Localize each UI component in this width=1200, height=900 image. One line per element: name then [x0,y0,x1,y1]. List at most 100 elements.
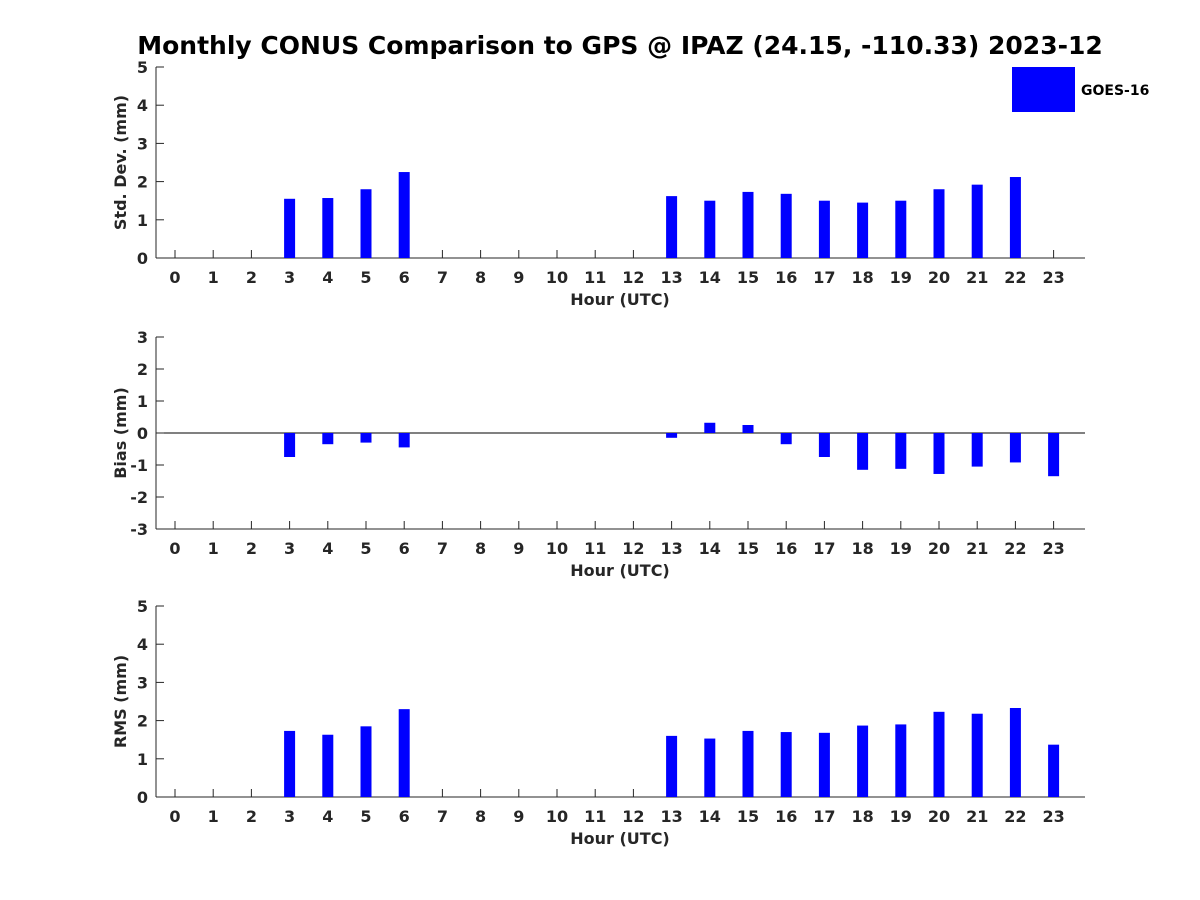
y-tick-label: 3 [137,328,148,347]
y-tick-label: 0 [137,788,148,807]
x-tick-label: 3 [284,268,295,287]
y-tick-label: 4 [137,96,148,115]
y-tick-label: 1 [137,750,148,769]
x-tick-label: 9 [513,807,524,826]
x-tick-label: 18 [851,807,873,826]
x-tick-label: 5 [360,539,371,558]
x-tick-label: 18 [851,539,873,558]
chart-title: Monthly CONUS Comparison to GPS @ IPAZ (… [137,31,1103,60]
bar [360,726,372,797]
x-tick-label: 11 [584,268,606,287]
bar [818,732,830,797]
x-axis-label: Hour (UTC) [570,561,670,580]
x-tick-label: 6 [399,268,410,287]
x-tick-label: 7 [437,807,448,826]
bar [284,198,296,258]
x-tick-label: 14 [699,268,721,287]
x-tick-label: 17 [813,539,835,558]
y-tick-label: 2 [137,712,148,731]
bar [895,433,907,469]
bar [971,184,983,258]
x-tick-label: 12 [622,268,644,287]
bar [818,433,830,457]
bar [398,709,410,797]
bar [971,433,983,467]
x-tick-label: 23 [1042,268,1064,287]
bar [742,730,754,797]
bar [780,433,792,445]
x-tick-label: 14 [699,807,721,826]
bar [666,196,678,258]
x-tick-label: 13 [660,268,682,287]
bar [857,202,869,258]
bar [971,713,983,797]
x-tick-label: 5 [360,807,371,826]
bar [895,200,907,258]
bar [1009,707,1021,797]
bar [322,433,334,445]
x-tick-label: 15 [737,268,759,287]
x-tick-label: 22 [1004,807,1026,826]
y-tick-label: 5 [137,597,148,616]
y-tick-label: 0 [137,424,148,443]
bar [1009,433,1021,463]
x-tick-label: 20 [928,539,950,558]
legend-swatch [1012,67,1075,112]
y-tick-label: 1 [137,392,148,411]
bar [818,200,830,258]
x-tick-label: 2 [246,539,257,558]
x-tick-label: 0 [169,539,180,558]
x-tick-label: 6 [399,539,410,558]
x-tick-label: 14 [699,539,721,558]
x-tick-label: 16 [775,807,797,826]
y-tick-label: -1 [130,456,148,475]
x-tick-label: 15 [737,539,759,558]
bar [322,734,334,797]
x-tick-label: 23 [1042,539,1064,558]
x-tick-label: 11 [584,807,606,826]
bar [780,193,792,258]
y-axis-label: Std. Dev. (mm) [111,95,130,230]
x-tick-label: 1 [208,268,219,287]
bar [742,191,754,258]
x-tick-label: 6 [399,807,410,826]
x-tick-label: 16 [775,539,797,558]
x-tick-label: 21 [966,539,988,558]
x-tick-label: 4 [322,539,333,558]
x-tick-label: 10 [546,807,568,826]
bar [742,425,754,433]
y-tick-label: 1 [137,211,148,230]
x-tick-label: 4 [322,807,333,826]
bar [360,433,372,443]
x-tick-label: 13 [660,539,682,558]
x-tick-label: 7 [437,539,448,558]
x-tick-label: 21 [966,268,988,287]
bar [857,433,869,470]
y-axis-label: Bias (mm) [111,387,130,479]
x-tick-label: 22 [1004,268,1026,287]
bar [857,725,869,797]
legend-label: GOES-16 [1081,83,1149,99]
bar [895,724,907,797]
x-tick-label: 7 [437,268,448,287]
y-tick-label: 5 [137,58,148,77]
y-tick-label: 0 [137,249,148,268]
x-tick-label: 12 [622,807,644,826]
bar [704,422,716,433]
x-tick-label: 16 [775,268,797,287]
bar [780,732,792,797]
x-tick-label: 1 [208,807,219,826]
x-tick-label: 1 [208,539,219,558]
x-tick-label: 19 [890,539,912,558]
bar [360,189,372,258]
y-tick-label: 4 [137,635,148,654]
x-tick-label: 0 [169,807,180,826]
y-tick-label: 2 [137,173,148,192]
bar [398,433,410,448]
x-tick-label: 15 [737,807,759,826]
x-tick-label: 23 [1042,807,1064,826]
bar [704,738,716,797]
x-tick-label: 19 [890,268,912,287]
